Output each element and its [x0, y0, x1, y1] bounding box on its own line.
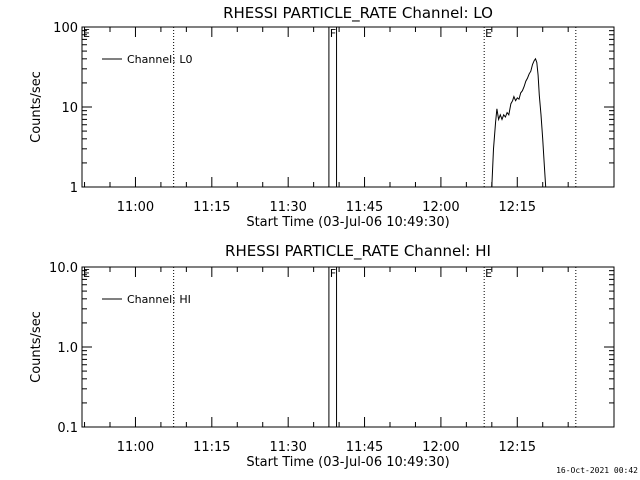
x-tick-label: 11:15: [193, 200, 230, 215]
legend: Channel: L0: [102, 53, 193, 66]
y-tick-label: 100: [53, 21, 78, 36]
legend-label: Channel: HI: [127, 293, 191, 306]
y-axis-label: Counts/sec: [29, 71, 44, 143]
y-tick-label: 10.0: [49, 261, 78, 276]
x-axis-label: Start Time (03-Jul-06 10:49:30): [246, 455, 449, 470]
event-marker-label: E: [83, 267, 90, 280]
x-tick-label: 11:45: [346, 440, 383, 455]
chart-panel-2: RHESSI PARTICLE_RATE Channel: HI Counts/s…: [29, 242, 615, 470]
event-marker-label: F: [330, 27, 336, 40]
x-tick-label: 11:15: [193, 440, 230, 455]
legend-label: Channel: L0: [127, 53, 193, 66]
y-tick-label: 1: [70, 181, 78, 196]
chart-title: RHESSI PARTICLE_RATE Channel: HI: [225, 242, 491, 261]
event-marker-label: E: [83, 27, 90, 40]
x-tick-label: 12:15: [499, 200, 536, 215]
x-tick-label: 11:00: [117, 200, 154, 215]
x-tick-label: 12:00: [422, 440, 459, 455]
x-tick-label: 12:00: [422, 200, 459, 215]
y-tick-label: 1.0: [57, 341, 78, 356]
y-axis-label: Counts/sec: [29, 311, 44, 383]
x-axis-label: Start Time (03-Jul-06 10:49:30): [246, 215, 449, 230]
x-tick-label: 11:45: [346, 200, 383, 215]
x-tick-label: 11:30: [269, 440, 306, 455]
event-marker-label: F: [330, 267, 336, 280]
event-marker-label: E: [485, 267, 492, 280]
footer-timestamp: 16-Oct-2021 00:42: [556, 466, 638, 475]
x-tick-label: 11:30: [269, 200, 306, 215]
y-tick-label: 0.1: [57, 421, 78, 436]
chart-panel-1: RHESSI PARTICLE_RATE Channel: LO Counts/s…: [29, 4, 615, 230]
plot-frame: [81, 26, 615, 188]
x-tick-label: 12:15: [499, 440, 536, 455]
plot-frame: [81, 266, 615, 428]
x-tick-label: 11:00: [117, 440, 154, 455]
legend: Channel: HI: [102, 293, 191, 306]
event-marker-label: E: [485, 27, 492, 40]
series-line: [491, 57, 547, 188]
y-tick-label: 10: [61, 101, 78, 116]
chart-title: RHESSI PARTICLE_RATE Channel: LO: [223, 4, 493, 23]
